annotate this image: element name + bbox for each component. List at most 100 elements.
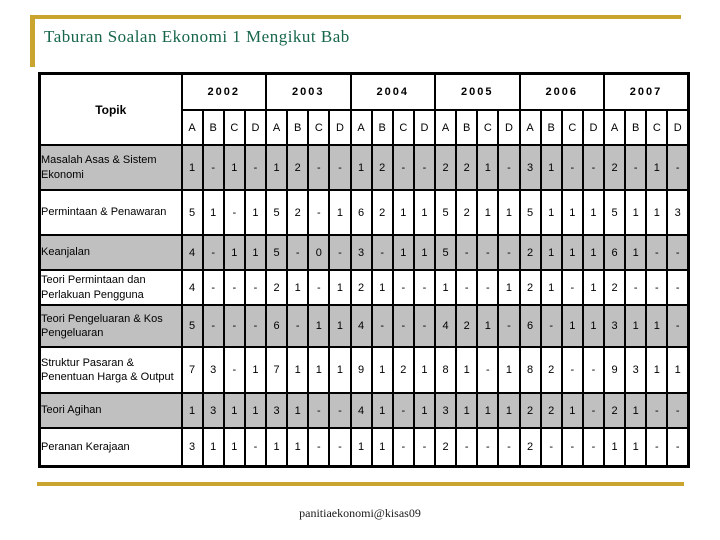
year-header: 2003 xyxy=(265,72,352,111)
gold-corner-accent xyxy=(30,15,681,67)
value-cell: 1 xyxy=(539,269,563,306)
value-cell: 1 xyxy=(349,427,373,467)
topic-cell: Permintaan & Penawaran xyxy=(38,189,183,236)
subcolumn-header: C xyxy=(222,109,246,146)
value-cell: 1 xyxy=(645,189,669,236)
value-cell: 1 xyxy=(645,304,669,348)
subcolumn-header: D xyxy=(328,109,352,146)
footer-text: panitiaekonomi@kisas09 xyxy=(299,506,421,520)
value-cell: 2 xyxy=(264,269,289,306)
subcolumn-header: A xyxy=(433,109,458,146)
value-cell: 7 xyxy=(180,346,204,394)
value-cell: - xyxy=(560,427,584,467)
subcolumn-header: B xyxy=(624,109,648,146)
value-cell: 1 xyxy=(497,392,521,429)
value-cell: - xyxy=(666,304,690,348)
value-cell: - xyxy=(666,392,690,429)
value-cell: 1 xyxy=(624,427,648,467)
value-cell: 1 xyxy=(539,234,563,271)
subcolumn-header: A xyxy=(349,109,373,146)
value-cell: - xyxy=(412,304,437,348)
value-cell: 6 xyxy=(264,304,289,348)
value-cell: 4 xyxy=(180,234,204,271)
value-cell: 2 xyxy=(518,392,542,429)
gold-divider xyxy=(37,482,684,486)
value-cell: - xyxy=(560,144,584,191)
value-cell: - xyxy=(455,427,479,467)
table-row: Struktur Pasaran & Penentuan Harga & Out… xyxy=(38,346,690,394)
value-cell: 2 xyxy=(518,269,542,306)
value-cell: - xyxy=(624,269,648,306)
subcolumn-header: B xyxy=(286,109,310,146)
value-cell: - xyxy=(455,269,479,306)
value-cell: 1 xyxy=(286,427,310,467)
subcolumn-header: D xyxy=(581,109,606,146)
value-cell: 5 xyxy=(433,234,458,271)
year-header: 2005 xyxy=(434,72,521,111)
value-cell: - xyxy=(645,234,669,271)
value-cell: 4 xyxy=(433,304,458,348)
topic-column-header: Topik xyxy=(38,72,183,146)
value-cell: 2 xyxy=(455,304,479,348)
value-cell: 1 xyxy=(243,189,268,236)
value-cell: 6 xyxy=(602,234,627,271)
value-cell: - xyxy=(243,427,268,467)
value-cell: 2 xyxy=(370,189,394,236)
value-cell: 1 xyxy=(391,234,415,271)
value-cell: - xyxy=(201,269,225,306)
value-cell: - xyxy=(497,144,521,191)
value-cell: - xyxy=(476,427,500,467)
value-cell: - xyxy=(666,427,690,467)
value-cell: 8 xyxy=(433,346,458,394)
value-cell: - xyxy=(328,144,352,191)
value-cell: 1 xyxy=(645,144,669,191)
value-cell: 2 xyxy=(602,144,627,191)
value-cell: - xyxy=(539,427,563,467)
topic-cell: Teori Agihan xyxy=(38,392,183,429)
value-cell: - xyxy=(476,346,500,394)
value-cell: 9 xyxy=(602,346,627,394)
value-cell: 1 xyxy=(243,392,268,429)
value-cell: - xyxy=(497,234,521,271)
value-cell: 4 xyxy=(349,392,373,429)
value-cell: - xyxy=(560,269,584,306)
table-row: Peranan Kerajaan 3 1 1-1 1- -1 1- -2- - -2- - -1 1- - xyxy=(38,427,690,467)
value-cell: 1 xyxy=(264,427,289,467)
value-cell: 1 xyxy=(370,392,394,429)
value-cell: 5 xyxy=(180,304,204,348)
value-cell: 1 xyxy=(391,189,415,236)
value-cell: 1 xyxy=(286,269,310,306)
value-cell: - xyxy=(286,234,310,271)
value-cell: - xyxy=(581,427,606,467)
value-cell: 1 xyxy=(497,346,521,394)
value-cell: 1 xyxy=(581,189,606,236)
value-cell: 1 xyxy=(497,189,521,236)
value-cell: - xyxy=(412,144,437,191)
value-cell: - xyxy=(391,144,415,191)
value-cell: 3 xyxy=(264,392,289,429)
value-cell: 9 xyxy=(349,346,373,394)
subcolumn-header: C xyxy=(391,109,415,146)
value-cell: - xyxy=(645,392,669,429)
slide-title: Taburan Soalan Ekonomi 1 Mengikut Bab xyxy=(44,27,350,46)
value-cell: 3 xyxy=(602,304,627,348)
subcolumn-header: B xyxy=(201,109,225,146)
value-cell: 1 xyxy=(412,189,437,236)
value-cell: - xyxy=(645,269,669,306)
value-cell: - xyxy=(243,269,268,306)
subcolumn-header: B xyxy=(370,109,394,146)
value-cell: 1 xyxy=(412,346,437,394)
subcolumn-header: D xyxy=(243,109,268,146)
value-cell: - xyxy=(243,304,268,348)
value-cell: - xyxy=(455,234,479,271)
value-cell: 8 xyxy=(518,346,542,394)
value-cell: 1 xyxy=(624,392,648,429)
topic-cell: Keanjalan xyxy=(38,234,183,271)
value-cell: - xyxy=(307,392,331,429)
value-cell: 6 xyxy=(518,304,542,348)
value-cell: 5 xyxy=(433,189,458,236)
value-cell: 1 xyxy=(222,392,246,429)
value-cell: 2 xyxy=(433,427,458,467)
value-cell: 1 xyxy=(624,189,648,236)
value-cell: - xyxy=(201,144,225,191)
